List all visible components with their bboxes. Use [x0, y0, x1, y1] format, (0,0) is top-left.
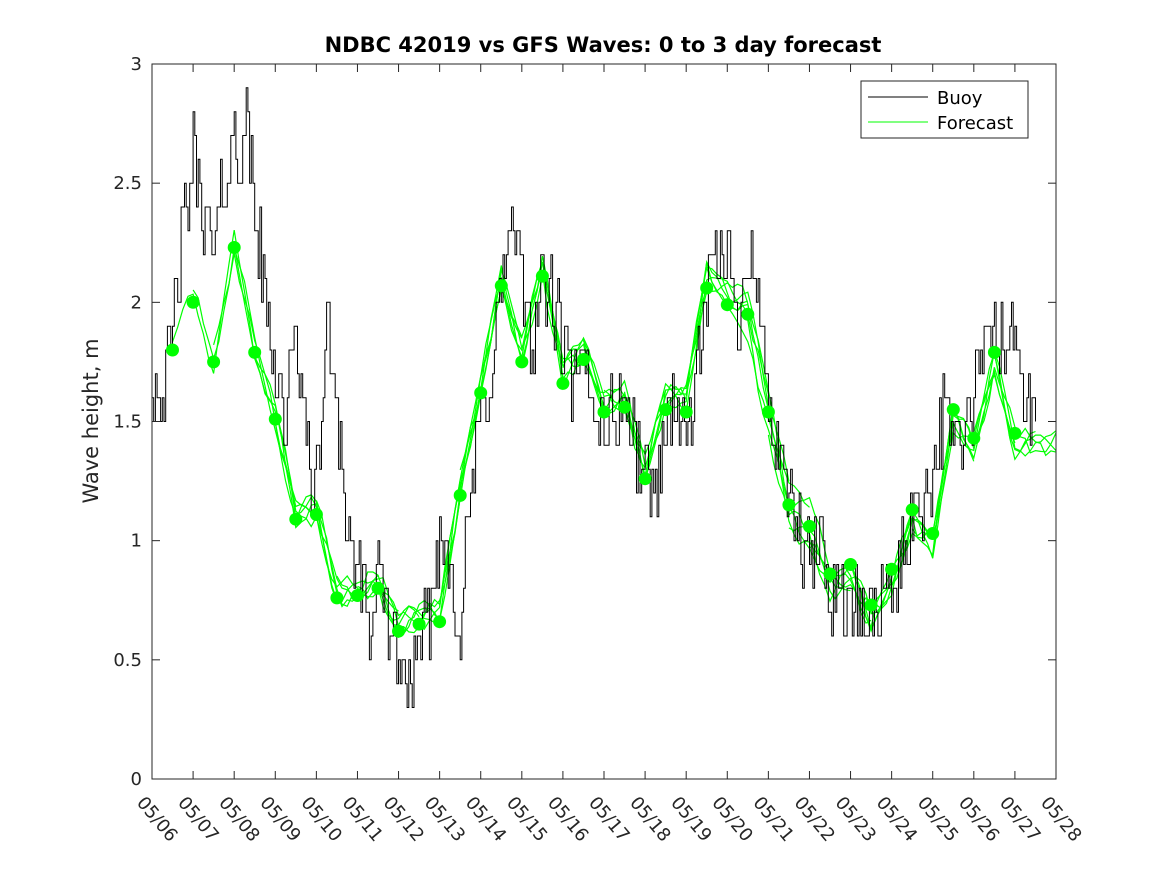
forecast-point	[700, 281, 714, 295]
forecast-point	[371, 581, 385, 595]
y-tick-label: 2	[131, 292, 142, 313]
forecast-point	[166, 343, 179, 357]
forecast-point	[494, 279, 508, 293]
forecast-point	[864, 598, 878, 612]
x-tick-label: 05/21	[749, 793, 798, 846]
x-tick-label: 05/13	[420, 793, 469, 846]
x-tick-label: 05/08	[214, 793, 263, 846]
y-tick-label: 1.5	[113, 412, 142, 433]
forecast-run-line	[315, 500, 441, 639]
forecast-point	[289, 512, 303, 526]
forecast-point	[905, 503, 919, 517]
x-tick-label: 05/09	[255, 793, 304, 846]
forecast-points	[166, 241, 1022, 638]
legend-label-buoy: Buoy	[937, 88, 983, 109]
x-tick-label: 05/26	[954, 793, 1003, 846]
legend-label-forecast: Forecast	[937, 113, 1013, 134]
forecast-point	[330, 591, 344, 605]
x-tick-label: 05/23	[831, 793, 880, 846]
forecast-point	[885, 562, 899, 576]
forecast-point	[659, 403, 673, 417]
forecast-point	[946, 403, 960, 417]
x-tick-label: 05/22	[790, 793, 839, 846]
forecast-point	[782, 498, 796, 512]
x-tick-label: 05/28	[1036, 793, 1085, 846]
forecast-point	[309, 508, 323, 521]
forecast-point	[515, 355, 529, 369]
x-tick-label: 05/12	[379, 793, 428, 846]
forecast-run-line	[562, 337, 687, 482]
forecast-point	[268, 412, 282, 426]
forecast-point	[1008, 426, 1022, 440]
x-tick-label: 05/17	[584, 793, 633, 846]
forecast-point	[248, 345, 262, 359]
forecast-point	[803, 519, 816, 533]
y-axis-label: Wave height, m	[79, 338, 103, 503]
forecast-point	[720, 298, 734, 312]
legend-box	[860, 80, 1029, 139]
forecast-point	[597, 405, 611, 419]
x-tick-label: 05/27	[995, 793, 1044, 846]
forecast-point	[844, 558, 857, 571]
x-tick-label: 05/11	[338, 793, 387, 846]
y-tick-label: 2.5	[113, 173, 142, 194]
x-tick-label: 05/07	[173, 793, 222, 846]
forecast-point	[926, 527, 940, 540]
forecast-run-line	[685, 262, 810, 508]
forecast-point	[556, 376, 570, 390]
x-tick-label: 05/14	[461, 793, 510, 846]
y-tick-label: 0	[131, 769, 142, 790]
forecast-point	[618, 400, 631, 414]
forecast-point	[351, 589, 364, 602]
forecast-point	[392, 624, 405, 638]
y-tick-label: 1	[131, 531, 142, 552]
chart-title: NDBC 42019 vs GFS Waves: 0 to 3 day fore…	[325, 33, 882, 57]
forecast-point	[227, 241, 241, 254]
legend: Buoy Forecast	[860, 80, 1029, 139]
forecast-run-line	[993, 354, 1057, 453]
x-tick-label: 05/16	[543, 793, 592, 846]
forecast-point	[535, 269, 549, 283]
forecast-point	[679, 405, 693, 419]
x-tick-label: 05/25	[913, 793, 962, 846]
forecast-point	[967, 431, 981, 445]
x-tick-label: 05/06	[132, 793, 181, 846]
x-tick-label: 05/15	[502, 793, 551, 846]
forecast-point	[186, 295, 200, 309]
forecast-point	[577, 353, 590, 366]
forecast-point	[761, 405, 775, 419]
y-tick-label: 3	[131, 54, 142, 75]
forecast-point	[412, 617, 426, 631]
y-tick-label: 0.5	[113, 650, 142, 671]
forecast-point	[638, 472, 652, 486]
x-tick-label: 05/24	[872, 793, 921, 846]
x-tick-label: 05/10	[297, 793, 346, 846]
x-tick-label: 05/20	[707, 793, 756, 846]
forecast-point	[987, 345, 1001, 359]
x-tick-label: 05/18	[625, 793, 674, 846]
y-axis: 0 0.5 1 1.5 2 2.5 3	[113, 54, 1056, 790]
forecast-run-line	[171, 230, 297, 519]
forecast-point	[453, 488, 467, 502]
forecast-point	[741, 307, 755, 321]
x-tick-label: 05/19	[666, 793, 715, 846]
forecast-point	[823, 567, 837, 581]
forecast-point	[207, 355, 221, 369]
forecast-point	[474, 386, 488, 400]
forecast-point	[433, 615, 447, 629]
